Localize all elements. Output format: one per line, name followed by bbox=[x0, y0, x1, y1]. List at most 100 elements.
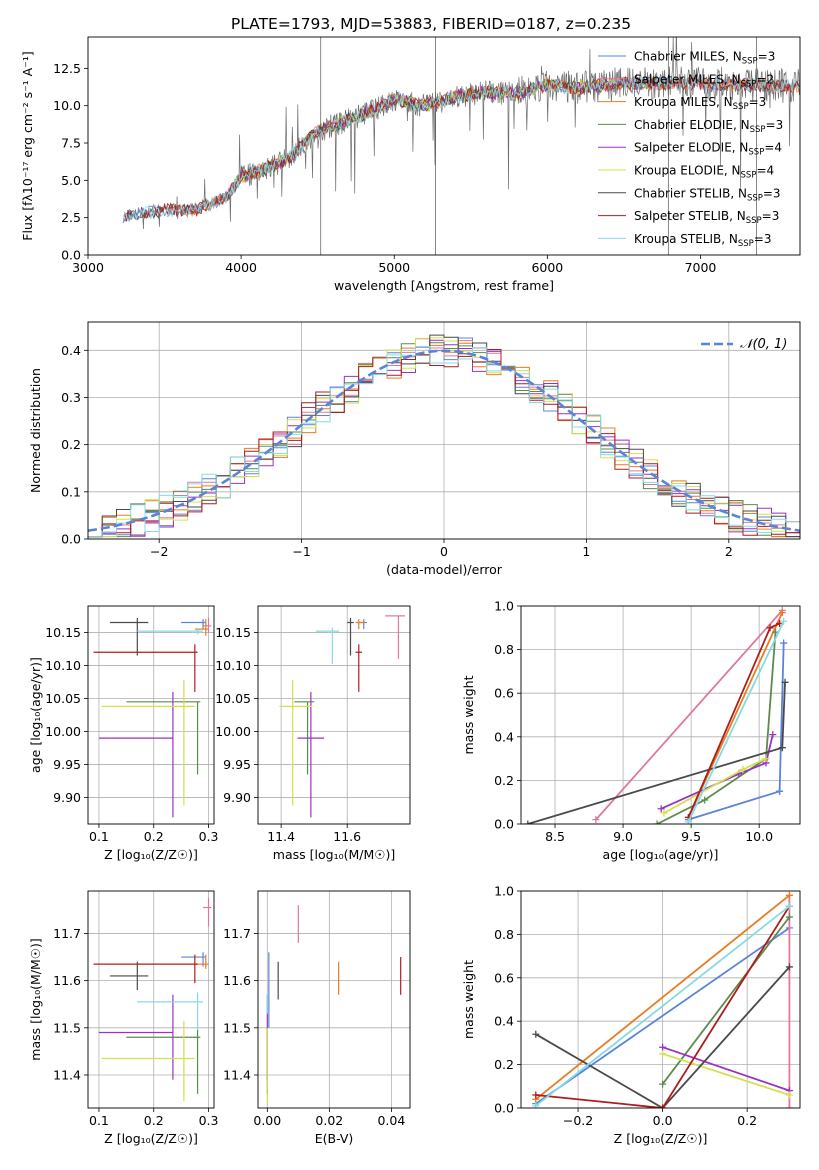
y-tick-label: 10.00 bbox=[215, 724, 251, 739]
weight-marker bbox=[659, 1080, 667, 1088]
x-tick-label: 0.0 bbox=[653, 1113, 673, 1128]
weight-marker bbox=[785, 963, 793, 971]
marks-weight-vs-Z bbox=[532, 891, 793, 1108]
y-tick-label: 10.10 bbox=[45, 658, 81, 673]
weight-line bbox=[656, 632, 777, 824]
weight-marker bbox=[780, 639, 788, 647]
model-line-kroupa-stelib bbox=[122, 76, 800, 223]
weight-line bbox=[661, 916, 791, 1085]
weight-marker bbox=[532, 1030, 540, 1038]
y-axis-label: mass weight bbox=[461, 675, 476, 754]
axes-frame bbox=[257, 890, 411, 1109]
x-tick-label: 0.1 bbox=[89, 1113, 109, 1128]
weight-marker bbox=[781, 678, 789, 686]
y-tick-label: 2.5 bbox=[61, 210, 81, 225]
legend-subscript: SSP bbox=[742, 57, 758, 67]
histogram-chabrier-elodie bbox=[88, 342, 800, 538]
x-tick-label: 0 bbox=[440, 544, 448, 559]
errorbar-chabrier-stelib bbox=[109, 617, 149, 656]
errorbar-salpeter-miles bbox=[385, 615, 406, 659]
y-tick-label: 0.8 bbox=[494, 927, 514, 942]
weight-marker bbox=[769, 731, 777, 739]
axes-frame bbox=[87, 321, 801, 540]
x-tick-label: 11.4 bbox=[267, 829, 295, 844]
y-tick-label: 9.95 bbox=[53, 757, 81, 772]
legend-label-kroupa-elodie: Kroupa ELODIE, NSSP=4 bbox=[634, 164, 774, 181]
errorbar-salpeter-elodie bbox=[98, 994, 174, 1080]
legend-label-salpeter-elodie: Salpeter ELODIE, NSSP=4 bbox=[634, 141, 782, 158]
weight-line bbox=[595, 609, 783, 821]
y-axis-label: Normed distribution bbox=[28, 368, 43, 493]
axes-weight-vs-age: 8.5 9.0 9.5 10.0 0.0 0.2 0.4 0.6 0.8 1.0 age [log₁… bbox=[461, 599, 801, 862]
x-axis-label: mass [log₁₀(M/M☉)] bbox=[273, 847, 395, 862]
errorbar-chabrier-stelib bbox=[347, 617, 354, 656]
x-tick-label: 10.0 bbox=[745, 829, 773, 844]
x-tick-label: 11.6 bbox=[333, 829, 361, 844]
errorbar-kroupa-elodie bbox=[101, 679, 195, 806]
axes-residuals: −2 −1 0 1 2 0.0 0.1 0.2 0.3 0.4 (data-model)/error… bbox=[28, 321, 801, 577]
ticks-mass-vs-Z: 0.1 0.2 0.3 11.4 11.5 11.6 11.7 bbox=[53, 926, 218, 1128]
axes-mass-vs-Z: 0.1 0.2 0.3 11.4 11.5 11.6 11.7 Z [log₁₀(Z/Z☉)]… bbox=[28, 890, 218, 1146]
weight-line bbox=[535, 905, 790, 1107]
y-tick-label: 10.10 bbox=[215, 658, 251, 673]
y-tick-label: 0.0 bbox=[494, 817, 514, 832]
legend-label-kroupa-miles: Kroupa MILES, NSSP=3 bbox=[634, 95, 766, 112]
legend-subscript: SSP bbox=[741, 171, 757, 181]
weight-marker bbox=[684, 818, 692, 824]
legend-label-gaussian: 𝒩(0, 1) bbox=[740, 337, 787, 352]
errorbar-chabrier-elodie bbox=[126, 1027, 201, 1094]
weight-line bbox=[662, 1052, 790, 1096]
x-tick-label: 0.00 bbox=[253, 1113, 281, 1128]
legend-label-chabrier-miles: Chabrier MILES, NSSP=3 bbox=[634, 50, 775, 67]
errorbar-kroupa-stelib bbox=[315, 627, 339, 665]
legend-label-salpeter-stelib: Salpeter STELIB, NSSP=3 bbox=[634, 209, 779, 226]
y-tick-label: 11.7 bbox=[53, 926, 81, 941]
weight-marker bbox=[659, 1050, 667, 1058]
x-tick-label: 6000 bbox=[531, 260, 563, 275]
x-tick-label: −1 bbox=[292, 544, 310, 559]
weight-series-chabrier-miles bbox=[684, 639, 788, 824]
errorbar-kroupa-stelib bbox=[137, 992, 204, 1031]
x-tick-label: 1 bbox=[582, 544, 590, 559]
x-tick-label: 0.2 bbox=[144, 829, 164, 844]
x-tick-label: 2 bbox=[725, 544, 733, 559]
weight-marker bbox=[785, 902, 793, 910]
y-tick-label: 10.15 bbox=[45, 625, 81, 640]
spectrum-legend: Chabrier MILES, NSSP=3 Salpeter MILES, NS… bbox=[598, 50, 783, 249]
legend-subscript: SSP bbox=[741, 79, 757, 89]
histogram-chabrier-stelib bbox=[88, 334, 800, 538]
weight-series-kroupa-stelib bbox=[532, 902, 793, 1108]
weight-line bbox=[662, 1046, 790, 1092]
x-axis-label: Z [log₁₀(Z/Z☉)] bbox=[104, 1131, 198, 1146]
y-tick-label: 0.1 bbox=[61, 484, 81, 499]
weight-series-kroupa-elodie bbox=[659, 1050, 793, 1099]
axes-age-vs-mass: 11.4 11.6 9.90 9.95 10.00 10.05 10.10 10.15 mass… bbox=[215, 605, 411, 862]
weight-series-kroupa-elodie bbox=[660, 755, 770, 817]
y-axis-label: mass weight bbox=[461, 960, 476, 1039]
y-tick-label: 0.0 bbox=[494, 1101, 514, 1116]
legend-nssp: =4 bbox=[756, 164, 774, 178]
weight-line bbox=[535, 927, 790, 1105]
x-tick-label: 7000 bbox=[685, 260, 717, 275]
y-axis-label: Flux [fλ10⁻¹⁷ erg cm⁻² s⁻¹ A⁻¹] bbox=[20, 51, 35, 240]
y-tick-label: 0.0 bbox=[61, 248, 81, 263]
grid-mass-vs-EBV bbox=[258, 891, 410, 1108]
errorbar-salpeter-stelib bbox=[93, 644, 198, 692]
weight-marker bbox=[532, 1091, 540, 1099]
y-tick-label: 10.05 bbox=[215, 691, 251, 706]
weight-marker bbox=[659, 1043, 667, 1051]
marks-age-vs-mass bbox=[279, 615, 406, 818]
y-tick-label: 0.4 bbox=[61, 343, 81, 358]
ticks-spectrum: 3000 4000 5000 6000 7000 0.0 2.5 5.0 7.5 10.0 12.5 bbox=[53, 61, 716, 275]
weight-line bbox=[535, 966, 791, 1108]
weight-marker bbox=[785, 891, 793, 899]
weight-series-kroupa-stelib bbox=[684, 617, 788, 824]
y-tick-label: 7.5 bbox=[61, 136, 81, 151]
weight-marker bbox=[778, 744, 786, 752]
x-tick-label: 0.3 bbox=[199, 1113, 219, 1128]
y-tick-label: 11.6 bbox=[223, 973, 251, 988]
grid-age-vs-mass bbox=[258, 606, 410, 824]
y-tick-label: 5.0 bbox=[61, 173, 81, 188]
errorbar-chabrier-miles bbox=[181, 619, 206, 630]
weight-marker bbox=[532, 1102, 540, 1108]
